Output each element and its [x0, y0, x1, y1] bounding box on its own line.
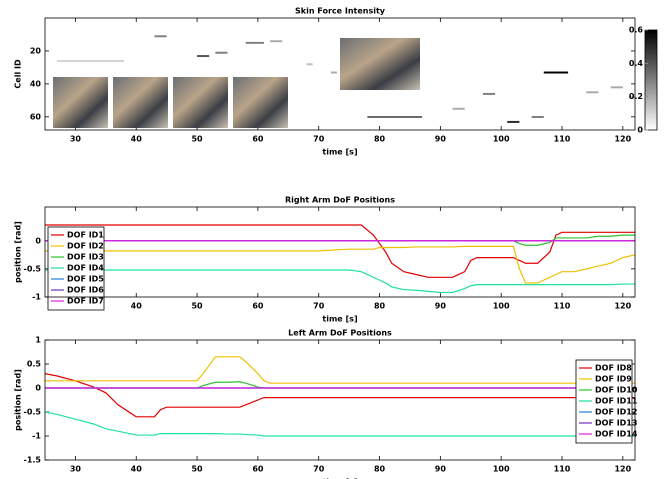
- y-tick-label: 0.5: [27, 360, 42, 369]
- x-axis-label: time [s]: [322, 315, 357, 324]
- heat-cell: [197, 55, 209, 57]
- x-tick-label: 60: [252, 465, 264, 474]
- y-tick-label: 60: [30, 112, 42, 121]
- legend-label: DOF ID1: [67, 231, 104, 240]
- y-tick-label: -1.5: [24, 456, 42, 465]
- heat-cell: [586, 91, 598, 93]
- legend-label: DOF ID6: [67, 286, 104, 295]
- y-tick-label: 0: [35, 236, 41, 245]
- y-tick-label: -1: [32, 293, 41, 302]
- x-tick-label: 70: [313, 465, 325, 474]
- photo: [53, 77, 108, 128]
- legend-label: DOF ID4: [67, 264, 104, 273]
- colorbar-tick-label: 0.6: [629, 26, 644, 35]
- x-tick-label: 120: [614, 465, 631, 474]
- y-tick-label: 40: [30, 79, 42, 88]
- heat-cell: [532, 116, 544, 118]
- chart-title: Left Arm DoF Positions: [288, 329, 392, 338]
- y-tick-label: -0.5: [24, 408, 42, 417]
- x-tick-label: 90: [435, 465, 447, 474]
- chart-title: Skin Force Intensity: [295, 7, 386, 16]
- y-axis-label: position [rad]: [14, 221, 23, 283]
- figure: Skin Force Intensity time [s] Cell ID 30 40 5…: [0, 0, 665, 479]
- chart-title: Right Arm DoF Positions: [285, 196, 395, 205]
- x-tick-label: 70: [313, 135, 325, 144]
- heat-cell: [307, 63, 313, 65]
- heat-cell: [507, 121, 519, 123]
- x-tick-label: 120: [614, 302, 631, 311]
- legend-label: DOF ID14: [595, 430, 638, 439]
- plot-area: [45, 207, 635, 297]
- x-tick-label: 90: [435, 302, 447, 311]
- heat-cell: [246, 42, 264, 44]
- heat-cell: [544, 72, 568, 74]
- photo: [173, 77, 228, 128]
- x-tick-label: 40: [131, 135, 143, 144]
- x-tick-label: 110: [554, 135, 571, 144]
- x-tick-label: 80: [374, 465, 386, 474]
- x-tick-label: 100: [493, 302, 510, 311]
- heat-cell: [483, 93, 495, 95]
- colorbar-tick-label: 0.2: [629, 92, 643, 101]
- x-tick-label: 60: [252, 135, 264, 144]
- x-tick-label: 80: [374, 302, 386, 311]
- legend-label: DOF ID13: [595, 419, 637, 428]
- x-tick-label: 90: [435, 135, 447, 144]
- heat-cell: [154, 35, 166, 37]
- colorbar: [645, 30, 657, 130]
- x-tick-label: 50: [191, 135, 203, 144]
- y-tick-label: -0.5: [24, 264, 42, 273]
- x-tick-label: 50: [191, 465, 203, 474]
- heat-cell: [453, 108, 465, 110]
- x-tick-label: 50: [191, 302, 203, 311]
- x-axis-label: time [s]: [322, 148, 357, 157]
- y-axis-label: Cell ID: [14, 59, 23, 89]
- legend-label: DOF ID10: [595, 386, 638, 395]
- x-tick-label: 120: [614, 135, 631, 144]
- x-tick-label: 30: [70, 135, 82, 144]
- y-axis-label: position [rad]: [14, 369, 23, 431]
- legend-label: DOF ID5: [67, 275, 104, 284]
- x-tick-label: 70: [313, 302, 325, 311]
- colorbar-tick-label: 0: [637, 126, 643, 135]
- x-tick-label: 110: [554, 465, 571, 474]
- plot-area: [45, 340, 635, 460]
- x-tick-label: 80: [374, 135, 386, 144]
- x-tick-label: 60: [252, 302, 264, 311]
- x-tick-label: 40: [131, 465, 143, 474]
- legend-label: DOF ID7: [67, 297, 104, 306]
- x-tick-label: 40: [131, 302, 143, 311]
- photo: [233, 77, 288, 128]
- heat-cell: [367, 116, 422, 118]
- y-tick-label: 20: [30, 46, 42, 55]
- heat-cell: [611, 86, 623, 88]
- legend-label: DOF ID12: [595, 408, 637, 417]
- legend-label: DOF ID9: [595, 375, 632, 384]
- heat-cell: [331, 72, 337, 74]
- legend-label: DOF ID2: [67, 242, 104, 251]
- heat-cell: [57, 60, 124, 62]
- legend-label: DOF ID11: [595, 397, 638, 406]
- x-tick-label: 110: [554, 302, 571, 311]
- x-tick-label: 30: [70, 465, 82, 474]
- x-tick-label: 100: [493, 135, 510, 144]
- heat-cell: [215, 52, 227, 54]
- legend-label: DOF ID8: [595, 364, 632, 373]
- y-tick-label: -1: [32, 432, 41, 441]
- photo: [340, 38, 420, 90]
- x-tick-label: 100: [493, 465, 510, 474]
- photo: [113, 77, 168, 128]
- y-tick-label: 1: [35, 336, 41, 345]
- legend-label: DOF ID3: [67, 253, 104, 262]
- colorbar-tick-label: 0.4: [629, 59, 644, 68]
- y-tick-label: 0: [35, 384, 41, 393]
- heat-cell: [270, 40, 282, 42]
